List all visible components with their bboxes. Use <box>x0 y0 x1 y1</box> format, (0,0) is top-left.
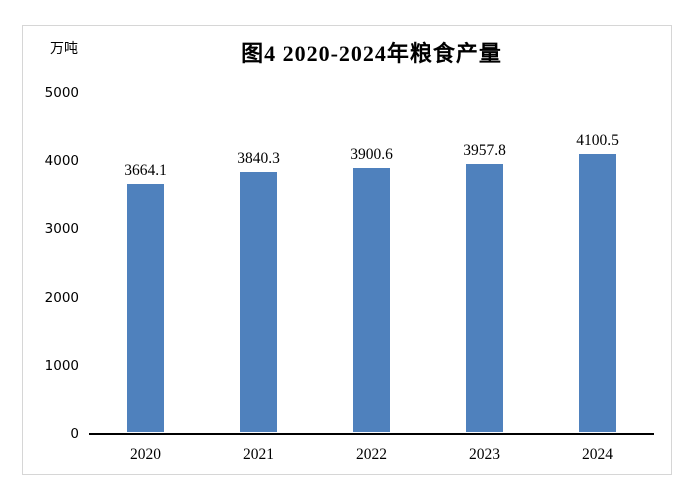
bar-2023 <box>466 164 503 432</box>
bar-2024 <box>579 154 616 432</box>
x-axis-line <box>89 433 654 435</box>
chart-title: 图4 2020-2024年粮食产量 <box>241 41 502 66</box>
chart-frame: 万吨 图4 2020-2024年粮食产量 5000 4000 3000 2000 100… <box>22 25 672 475</box>
bar-2022 <box>353 167 390 432</box>
y-tick-label-1000: 1000 <box>44 357 79 374</box>
x-tick-label-2020: 2020 <box>130 446 161 463</box>
x-tick-label-2023: 2023 <box>469 446 500 463</box>
y-axis-unit-label: 万吨 <box>50 41 78 57</box>
y-tick-label-0: 0 <box>70 426 79 442</box>
x-tick-label-2021: 2021 <box>243 446 274 463</box>
plot-area: 5000 4000 3000 2000 1000 0 3664.1 2020 3840.3 202… <box>23 26 671 474</box>
bar-value-label-2022: 3900.6 <box>350 145 393 163</box>
x-tick-label-2024: 2024 <box>582 446 613 463</box>
x-tick-label-2022: 2022 <box>356 446 387 463</box>
y-tick-label-4000: 4000 <box>44 153 79 170</box>
bar-value-label-2021: 3840.3 <box>237 150 280 168</box>
y-tick-label-2000: 2000 <box>44 289 79 306</box>
bar-value-label-2024: 4100.5 <box>576 132 619 150</box>
bar-value-label-2023: 3957.8 <box>463 142 506 160</box>
bar-2020 <box>127 184 164 432</box>
bar-value-label-2020: 3664.1 <box>124 162 167 180</box>
y-tick-label-3000: 3000 <box>44 221 79 238</box>
bar-2021 <box>240 172 277 432</box>
y-tick-label-5000: 5000 <box>44 85 79 101</box>
